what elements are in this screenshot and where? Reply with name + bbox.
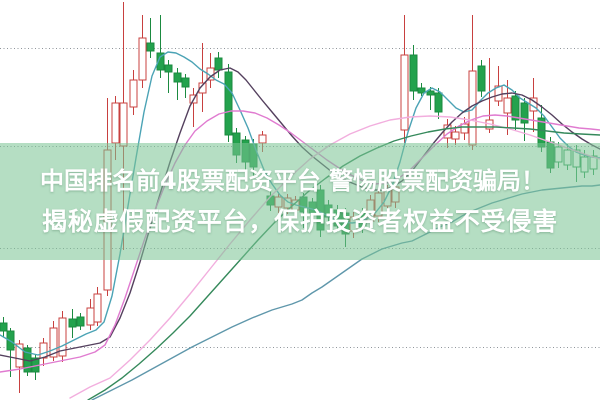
candle-body bbox=[232, 132, 241, 156]
ma-slow-violet bbox=[69, 115, 600, 399]
candle-body bbox=[299, 196, 308, 213]
candle-body bbox=[49, 327, 58, 358]
candle-body bbox=[460, 123, 469, 134]
candle-body bbox=[138, 37, 147, 81]
candle-body bbox=[93, 293, 102, 323]
candle-body bbox=[426, 90, 435, 96]
candle-body bbox=[477, 65, 486, 92]
candle-body bbox=[258, 134, 267, 144]
candle-body bbox=[563, 149, 572, 166]
candle-body bbox=[214, 57, 223, 71]
candle-body bbox=[503, 97, 512, 114]
candle-body bbox=[241, 139, 250, 163]
candle-body bbox=[554, 146, 563, 163]
candle-body bbox=[173, 72, 182, 83]
candle-body bbox=[119, 102, 128, 147]
candle-body bbox=[511, 95, 520, 121]
candle-body bbox=[249, 143, 258, 168]
candle-body bbox=[316, 189, 325, 231]
candle-body bbox=[198, 82, 207, 94]
candle-body bbox=[129, 79, 138, 108]
candle-body bbox=[308, 201, 317, 214]
candle-body bbox=[349, 216, 358, 232]
candle-body bbox=[146, 42, 155, 52]
candle-body bbox=[156, 52, 165, 71]
candle-body bbox=[383, 189, 392, 207]
candle-body bbox=[341, 212, 350, 235]
candle-body bbox=[580, 156, 589, 173]
candle-body bbox=[39, 342, 48, 359]
candle-body bbox=[546, 141, 555, 169]
candle-body bbox=[274, 196, 283, 208]
candle-body bbox=[391, 186, 400, 203]
candle-body bbox=[333, 209, 342, 227]
candle-body bbox=[58, 317, 67, 357]
candle-body bbox=[400, 54, 409, 131]
candle-body bbox=[434, 92, 443, 113]
candle-body bbox=[520, 102, 529, 124]
candle-body bbox=[0, 322, 8, 332]
candle-body bbox=[103, 149, 112, 291]
candle-body bbox=[86, 307, 95, 326]
candle-body bbox=[164, 64, 173, 73]
candle-body bbox=[68, 318, 77, 328]
candle-body bbox=[224, 71, 233, 136]
ma-slow-green bbox=[87, 126, 600, 400]
candle-body bbox=[111, 102, 120, 144]
candle-body bbox=[181, 77, 190, 88]
candle-body bbox=[409, 54, 418, 92]
candle-body bbox=[76, 316, 85, 327]
candle-body bbox=[417, 87, 426, 94]
candle-body bbox=[451, 131, 460, 140]
candle-body bbox=[15, 343, 24, 368]
